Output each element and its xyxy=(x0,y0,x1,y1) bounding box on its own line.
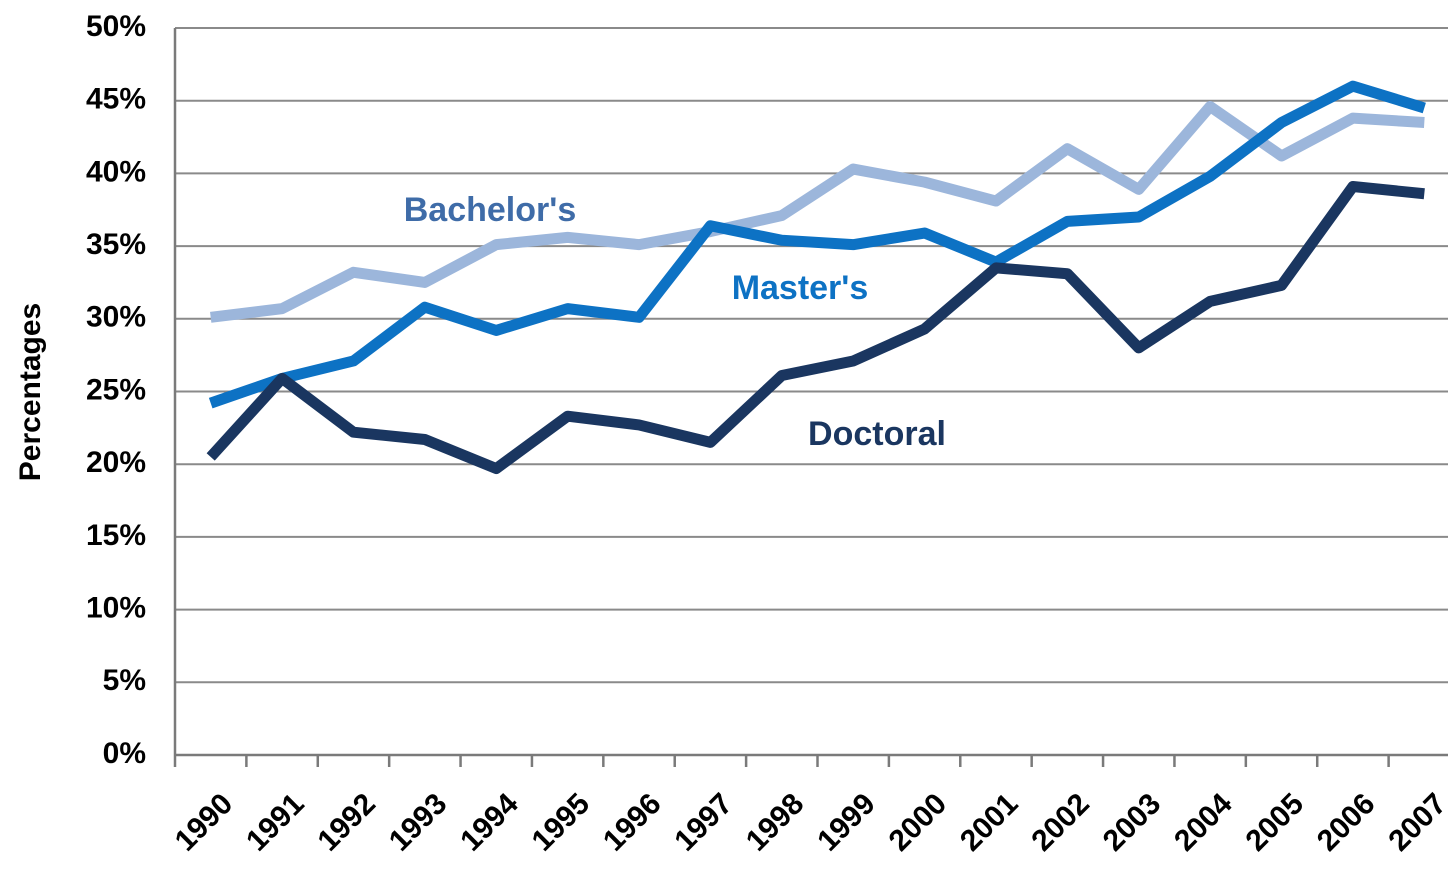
y-tick-label: 10% xyxy=(86,592,146,625)
x-tick-label: 1995 xyxy=(526,787,597,858)
y-tick-label: 25% xyxy=(86,373,146,406)
series-line xyxy=(210,101,1425,323)
y-tick-label: 5% xyxy=(103,664,146,697)
x-tick-label: 2003 xyxy=(1097,787,1168,858)
y-tick-label: 35% xyxy=(86,228,146,261)
x-tick-label: 1998 xyxy=(740,787,811,858)
series-label: Bachelor's xyxy=(404,191,577,229)
y-axis-label: Percentages xyxy=(14,303,47,481)
x-tick-label: 1993 xyxy=(383,787,454,858)
x-tick-label: 2007 xyxy=(1382,787,1448,858)
y-tick-label: 30% xyxy=(86,301,146,334)
x-tick-label: 1990 xyxy=(169,787,240,858)
y-tick-label: 40% xyxy=(86,155,146,188)
x-tick-label: 1994 xyxy=(454,787,525,858)
x-tick-label: 2000 xyxy=(883,787,954,858)
series-label: Doctoral xyxy=(808,415,946,453)
x-tick-label: 1991 xyxy=(240,787,311,858)
y-tick-label: 15% xyxy=(86,519,146,552)
x-tick-label: 1997 xyxy=(668,787,739,858)
series-line xyxy=(206,180,1425,475)
x-tick-label: 2004 xyxy=(1168,787,1239,858)
x-tick-label: 2005 xyxy=(1240,787,1311,858)
x-tick-label: 2001 xyxy=(954,787,1025,858)
x-tick-label: 1996 xyxy=(597,787,668,858)
series-line xyxy=(208,80,1426,409)
x-tick-label: 2002 xyxy=(1025,787,1096,858)
y-tick-label: 20% xyxy=(86,446,146,479)
y-tick-label: 45% xyxy=(86,83,146,116)
series-label: Master's xyxy=(732,269,869,307)
x-tick-label: 1999 xyxy=(811,787,882,858)
y-tick-label: 0% xyxy=(103,737,146,770)
y-tick-label: 50% xyxy=(86,10,146,43)
x-tick-label: 2006 xyxy=(1311,787,1382,858)
x-tick-label: 1992 xyxy=(311,787,382,858)
